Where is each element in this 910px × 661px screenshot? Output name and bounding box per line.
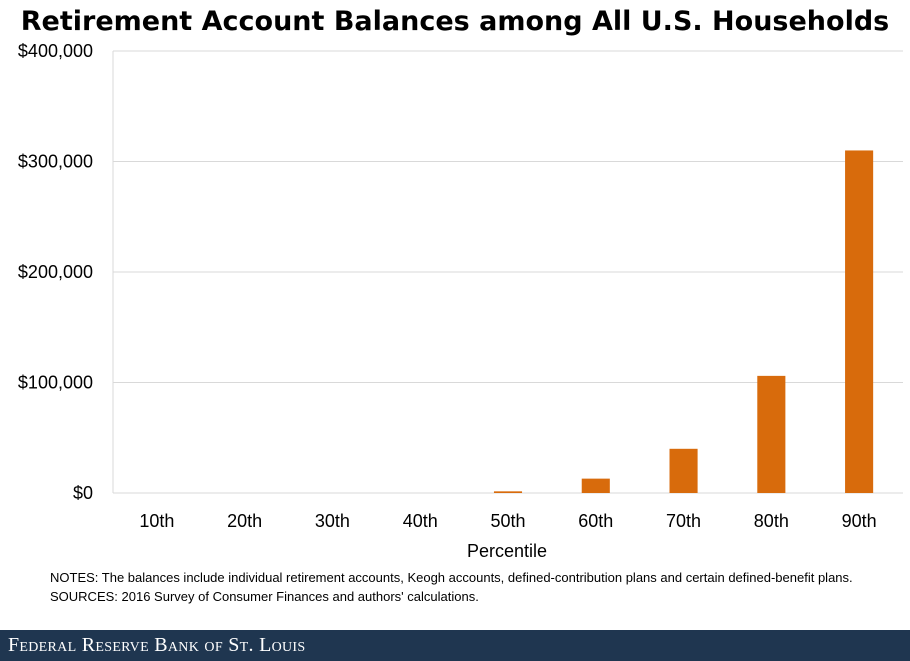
bar-60th	[581, 478, 610, 493]
x-tick-label: 40th	[403, 511, 438, 531]
chart-title: Retirement Account Balances among All U.…	[20, 6, 890, 37]
x-tick-label: 30th	[315, 511, 350, 531]
bars	[493, 150, 874, 493]
chart-notes: NOTES: The balances include individual r…	[50, 568, 890, 606]
x-tick-label: 90th	[842, 511, 877, 531]
x-tick-label: 50th	[490, 511, 525, 531]
bar-70th	[669, 448, 698, 493]
notes-text: NOTES: The balances include individual r…	[50, 570, 853, 585]
footer-bar: Federal Reserve Bank of St. Louis	[0, 630, 910, 661]
bar-50th	[493, 491, 523, 493]
y-axis-ticks: $0 $100,000 $200,000 $300,000 $400,000	[18, 41, 93, 503]
x-tick-label: 20th	[227, 511, 262, 531]
x-tick-label: 60th	[578, 511, 613, 531]
x-axis-title: Percentile	[467, 541, 547, 561]
bar-90th	[845, 150, 874, 493]
x-axis-ticks: 10th 20th 30th 40th 50th 60th 70th 80th 90th	[139, 511, 876, 531]
x-tick-label: 80th	[754, 511, 789, 531]
x-tick-label: 10th	[139, 511, 174, 531]
footer-logo-text: Federal Reserve Bank of St. Louis	[8, 634, 306, 656]
y-tick-label: $400,000	[18, 41, 93, 61]
y-tick-label: $200,000	[18, 262, 93, 282]
y-tick-label: $0	[73, 483, 93, 503]
bar-80th	[757, 375, 786, 493]
x-tick-label: 70th	[666, 511, 701, 531]
y-tick-label: $100,000	[18, 373, 93, 393]
sources-text: SOURCES: 2016 Survey of Consumer Finance…	[50, 589, 479, 604]
bar-chart: $0 $100,000 $200,000 $300,000 $400,000 10th 2…	[18, 41, 903, 561]
y-tick-label: $300,000	[18, 152, 93, 172]
